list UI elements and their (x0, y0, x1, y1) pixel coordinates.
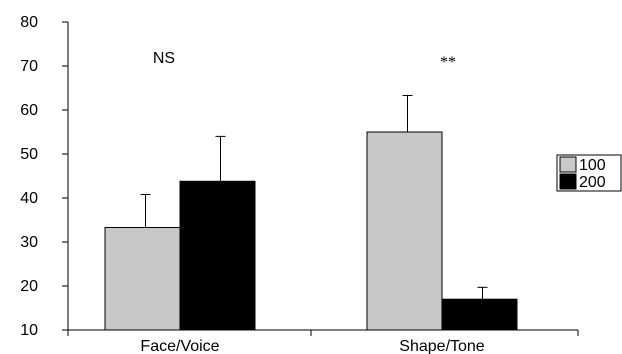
x-axis: Face/Voice Shape/Tone (67, 329, 579, 354)
y-tick-label: 50 (20, 146, 38, 163)
legend-label-200: 200 (579, 174, 606, 191)
legend-swatch-200 (559, 173, 577, 190)
x-category-label: Shape/Tone (399, 338, 485, 354)
y-tick-label: 10 (20, 322, 38, 339)
bar-100-shape-tone (366, 131, 443, 331)
y-tick-label: 20 (20, 278, 38, 295)
y-tick-label: 40 (20, 190, 38, 207)
annotations: NS ** (153, 50, 456, 71)
x-category-label: Face/Voice (140, 338, 219, 354)
y-tick-label: 70 (20, 58, 38, 75)
bars (104, 131, 518, 331)
y-tick-label: 80 (20, 14, 38, 31)
y-axis: 10 20 30 40 50 60 70 80 (20, 14, 69, 339)
significance-annotation: ** (440, 54, 456, 71)
bar-100-face-voice (104, 226, 181, 331)
ns-annotation: NS (153, 50, 175, 67)
y-tick-label: 60 (20, 102, 38, 119)
error-bars (140, 94, 488, 300)
bar-200-face-voice (179, 180, 256, 331)
legend-label-100: 100 (579, 157, 606, 174)
legend-swatch-100 (559, 156, 577, 173)
y-tick-label: 30 (20, 234, 38, 251)
bar-200-shape-tone (441, 298, 518, 331)
